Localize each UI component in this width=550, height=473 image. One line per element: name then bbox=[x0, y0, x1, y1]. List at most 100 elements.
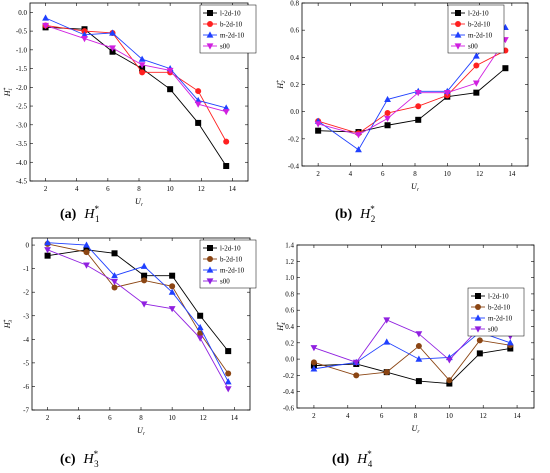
legend-marker bbox=[207, 245, 213, 251]
y-tick-label: -5 bbox=[23, 359, 29, 367]
x-tick-label: 4 bbox=[75, 185, 79, 193]
y-axis-label-main: H bbox=[276, 324, 285, 332]
panel-caption-symbol: H bbox=[83, 207, 95, 222]
y-axis-label: H*2 bbox=[276, 80, 287, 90]
x-tick-label: 10 bbox=[167, 185, 175, 193]
legend-marker bbox=[454, 31, 462, 38]
data-point-s00 bbox=[42, 22, 49, 30]
y-tick-label: -6 bbox=[23, 383, 29, 391]
legend-label: m-2d-10 bbox=[468, 32, 493, 40]
legend-marker bbox=[207, 256, 213, 262]
y-tick-label: 0.8 bbox=[290, 0, 299, 8]
data-point-b-2d-10 bbox=[476, 337, 483, 344]
legend-label: m-2d-10 bbox=[220, 267, 245, 275]
x-tick-label: 10 bbox=[446, 412, 454, 420]
legend-label: s00 bbox=[220, 278, 230, 286]
data-point-l-2d-10 bbox=[415, 378, 422, 385]
legend-marker bbox=[206, 278, 214, 285]
data-point-s00 bbox=[140, 301, 148, 308]
panel-caption-sup: * bbox=[370, 204, 375, 214]
data-point-s00 bbox=[222, 109, 230, 116]
data-point-m-2d-10 bbox=[138, 55, 146, 62]
data-point-m-2d-10 bbox=[42, 14, 49, 21]
panel-4: 1.4 1.2 1.0 0.8 0.6 0.4 0.2 0.0 -0.2 -0.4 -0.6 2 4 6 8… bbox=[276, 242, 535, 469]
x-tick-label: 12 bbox=[476, 170, 484, 178]
data-point-s00 bbox=[111, 278, 118, 286]
data-point-m-2d-10 bbox=[384, 95, 391, 103]
data-point-b-2d-10 bbox=[353, 372, 360, 379]
data-point-l-2d-10 bbox=[223, 163, 230, 170]
legend: l-2d-10 b-2d-10 m-2d-10 s00 bbox=[447, 4, 505, 54]
legend-marker bbox=[207, 21, 213, 27]
x-axis-label-main: U bbox=[412, 424, 419, 433]
panel-caption-sub: 3 bbox=[94, 459, 99, 469]
x-tick-label: 2 bbox=[312, 412, 316, 420]
panel-caption-symbol: H bbox=[356, 452, 368, 467]
data-point-m-2d-10 bbox=[383, 338, 391, 345]
panel-caption-label: (b) bbox=[335, 207, 352, 222]
y-tick-label: 1.2 bbox=[285, 258, 294, 266]
y-tick-label: -2.0 bbox=[16, 84, 28, 92]
x-tick-label: 8 bbox=[137, 185, 141, 193]
data-point-l-2d-10 bbox=[473, 89, 480, 96]
data-point-l-2d-10 bbox=[384, 122, 391, 129]
data-point-b-2d-10 bbox=[415, 343, 422, 350]
data-point-l-2d-10 bbox=[446, 380, 453, 387]
y-tick-label: -0.5 bbox=[16, 28, 28, 36]
y-tick-label: -3.5 bbox=[16, 140, 28, 148]
data-point-s00 bbox=[415, 331, 423, 338]
data-point-s00 bbox=[194, 101, 202, 108]
legend-label: b-2d-10 bbox=[220, 21, 243, 29]
legend-marker bbox=[474, 314, 482, 321]
y-tick-label: -3.0 bbox=[16, 121, 28, 129]
series-line-m-2d-10 bbox=[45, 17, 227, 109]
panel-caption-symbol: H bbox=[359, 207, 371, 222]
data-point-b-2d-10 bbox=[383, 369, 390, 376]
x-axis-label-main: U bbox=[135, 197, 142, 206]
y-axis-label-sub: 2 bbox=[281, 80, 287, 83]
y-axis-label-sub: 1 bbox=[8, 88, 14, 91]
x-tick-label: 2 bbox=[316, 170, 320, 178]
data-point-m-2d-10 bbox=[415, 355, 423, 362]
x-tick-label: 2 bbox=[44, 185, 48, 193]
data-point-s00 bbox=[352, 359, 360, 366]
data-point-s00 bbox=[472, 80, 480, 87]
x-axis-label: Ur bbox=[412, 424, 421, 435]
data-point-m-2d-10 bbox=[168, 288, 176, 295]
y-axis-label-main: H bbox=[276, 82, 285, 90]
y-tick-label: 0.0 bbox=[18, 9, 27, 17]
data-point-l-2d-10 bbox=[169, 272, 176, 279]
panel-caption-sup: * bbox=[94, 449, 99, 459]
x-tick-label: 8 bbox=[414, 412, 418, 420]
data-point-b-2d-10 bbox=[195, 88, 202, 95]
y-tick-label: 0.6 bbox=[285, 307, 294, 315]
data-point-m-2d-10 bbox=[224, 378, 232, 385]
data-point-l-2d-10 bbox=[109, 48, 116, 55]
series-line-b-2d-10 bbox=[313, 339, 511, 381]
panel-caption: (d) H* 4 bbox=[332, 449, 373, 469]
legend-marker bbox=[474, 326, 482, 333]
legend-label: s00 bbox=[468, 43, 478, 51]
legend-marker bbox=[475, 304, 481, 310]
legend-marker bbox=[454, 43, 462, 50]
x-tick-label: 6 bbox=[108, 414, 112, 422]
data-point-l-2d-10 bbox=[167, 86, 174, 93]
data-point-s00 bbox=[44, 247, 51, 254]
legend-label: s00 bbox=[488, 326, 498, 334]
data-point-l-2d-10 bbox=[507, 345, 514, 352]
x-tick-label: 10 bbox=[169, 414, 177, 422]
x-tick-label: 14 bbox=[508, 170, 516, 178]
data-point-m-2d-10 bbox=[109, 29, 116, 36]
legend-label: s00 bbox=[220, 43, 230, 51]
panel-caption: (a) H* 1 bbox=[60, 204, 99, 224]
panel-caption-sup: * bbox=[367, 449, 372, 459]
y-tick-label: 1.0 bbox=[285, 274, 294, 282]
y-tick-label: -1.0 bbox=[16, 46, 28, 54]
y-tick-label: -4.0 bbox=[16, 159, 28, 167]
data-point-b-2d-10 bbox=[83, 249, 90, 256]
data-point-s00 bbox=[384, 115, 391, 123]
legend: l-2d-10 b-2d-10 m-2d-10 s00 bbox=[199, 239, 257, 289]
legend-label: l-2d-10 bbox=[220, 245, 241, 253]
data-point-m-2d-10 bbox=[81, 31, 88, 38]
data-point-m-2d-10 bbox=[196, 323, 204, 331]
